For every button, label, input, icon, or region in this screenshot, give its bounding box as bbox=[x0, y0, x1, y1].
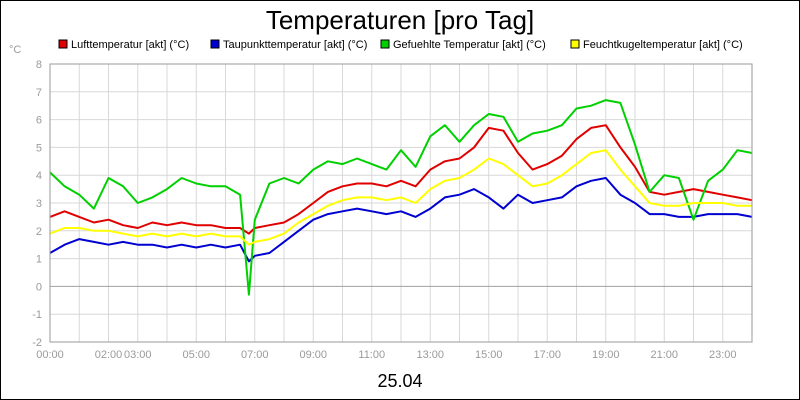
y-tick-label: 7 bbox=[36, 87, 42, 99]
legend-swatch bbox=[210, 39, 220, 49]
chart-title: Temperaturen [pro Tag] bbox=[266, 5, 534, 35]
legend-swatch bbox=[380, 39, 390, 49]
legend-label: Lufttemperatur [akt] (°C) bbox=[71, 39, 189, 51]
y-tick-label: 2 bbox=[36, 226, 42, 238]
y-unit-label: °C bbox=[9, 44, 21, 56]
legend-swatch bbox=[58, 39, 68, 49]
series-line-1 bbox=[49, 124, 753, 235]
y-tick-label: 6 bbox=[36, 115, 42, 127]
legend-label: Gefuehlte Temperatur [akt] (°C) bbox=[393, 39, 546, 51]
x-tick-label: 00:00 bbox=[36, 349, 64, 361]
legend-label: Feuchtkugeltemperatur [akt] (°C) bbox=[583, 39, 743, 51]
x-tick-label: 09:00 bbox=[299, 349, 327, 361]
x-tick-label: 17:00 bbox=[533, 349, 561, 361]
x-tick-label: 07:00 bbox=[241, 349, 269, 361]
y-tick-label: -1 bbox=[32, 309, 42, 321]
legend-swatch bbox=[570, 39, 580, 49]
x-tick-label: 21:00 bbox=[650, 349, 678, 361]
y-tick-label: 1 bbox=[36, 254, 42, 266]
legend: Lufttemperatur [akt] (°C) Taupunkttempera… bbox=[58, 39, 743, 51]
plot-area: 8 7 6 5 4 3 2 1 0 -1 -200:00 02:00 03:00 05:00 07:00 09… bbox=[32, 59, 753, 361]
y-tick-label: 8 bbox=[36, 59, 42, 71]
legend-item: Gefuehlte Temperatur [akt] (°C) bbox=[380, 39, 546, 51]
x-tick-label: 15:00 bbox=[475, 349, 503, 361]
x-tick-label: 23:00 bbox=[709, 349, 737, 361]
y-tick-label: 5 bbox=[36, 142, 42, 154]
x-tick-label: 02:00 bbox=[95, 349, 123, 361]
y-tick-label: 0 bbox=[36, 281, 42, 293]
series-line-2 bbox=[49, 177, 753, 263]
legend-label: Taupunkttemperatur [akt] (°C) bbox=[223, 39, 367, 51]
y-tick-label: 3 bbox=[36, 198, 42, 210]
y-tick-label: -2 bbox=[32, 337, 42, 349]
series-line-4 bbox=[49, 149, 752, 246]
x-tick-label: 05:00 bbox=[182, 349, 210, 361]
legend-item: Feuchtkugeltemperatur [akt] (°C) bbox=[570, 39, 743, 51]
legend-item: Taupunkttemperatur [akt] (°C) bbox=[210, 39, 367, 51]
x-tick-label: 13:00 bbox=[416, 349, 444, 361]
plot-border bbox=[49, 63, 753, 343]
legend-item: Lufttemperatur [akt] (°C) bbox=[58, 39, 189, 51]
x-tick-label: 19:00 bbox=[592, 349, 620, 361]
x-tick-label: 03:00 bbox=[124, 349, 152, 361]
date-label: 25.04 bbox=[377, 371, 422, 391]
y-tick-label: 4 bbox=[36, 170, 42, 182]
x-tick-label: 11:00 bbox=[358, 349, 385, 361]
series-line-3 bbox=[49, 99, 753, 296]
